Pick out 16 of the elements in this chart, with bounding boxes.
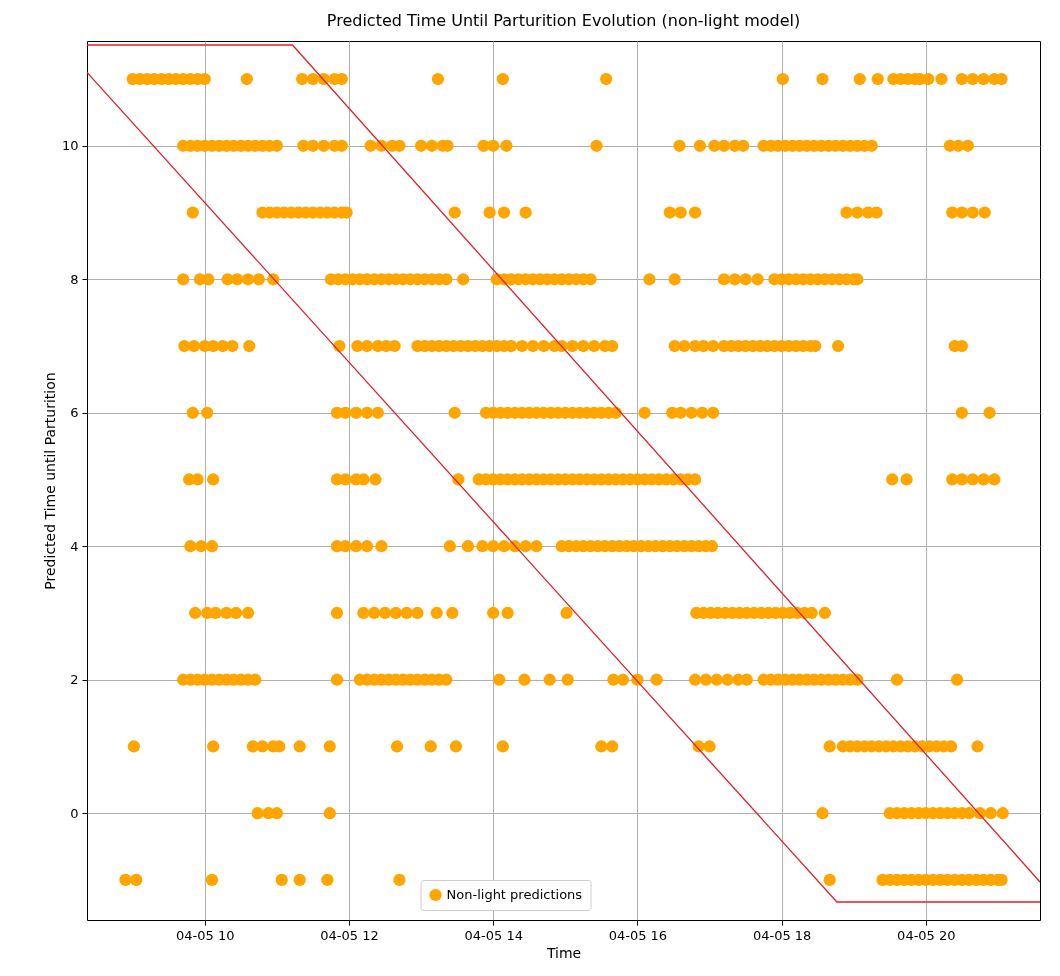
- y-tick-label: 4: [70, 538, 79, 554]
- x-tick-label: 04-05 12: [320, 927, 379, 943]
- legend-label: Non-light predictions: [446, 887, 583, 902]
- x-tick-label: 04-05 20: [897, 927, 956, 943]
- y-tick-label: 0: [70, 805, 79, 821]
- y-tick-label: 2: [70, 672, 79, 688]
- x-tick-label: 04-05 10: [176, 927, 235, 943]
- y-tick-label: 8: [70, 271, 79, 287]
- x-tick-label: 04-05 18: [752, 927, 812, 943]
- x-axis-title: Time: [545, 944, 582, 961]
- x-tick-label: 04-05 14: [464, 927, 523, 943]
- y-tick-label: 10: [61, 138, 79, 154]
- chart-title: Predicted Time Until Parturition Evolution (non-light model): [326, 11, 801, 30]
- y-tick-label: 6: [70, 405, 79, 421]
- y-axis-title: Predicted Time until Parturition: [41, 372, 58, 590]
- x-tick-label: 04-05 16: [608, 927, 668, 943]
